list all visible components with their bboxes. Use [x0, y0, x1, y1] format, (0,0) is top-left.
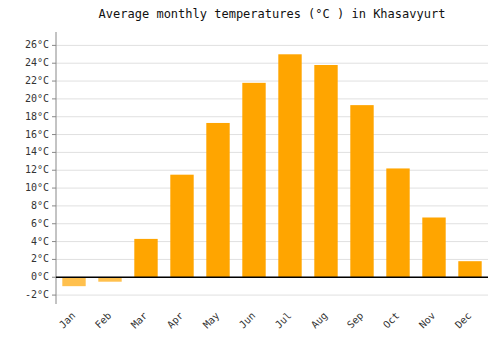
bar: Nov: 6.7 — [422, 217, 445, 277]
y-tick-label: 0°C — [31, 271, 49, 282]
x-tick-label: Jun — [237, 310, 258, 331]
bar: Oct: 12.2 — [386, 168, 409, 277]
bar: May: 17.3 — [206, 123, 229, 277]
grid-line — [56, 63, 488, 64]
y-tick — [52, 277, 56, 278]
y-tick — [52, 259, 56, 260]
title: Average monthly temperatures (°C ) in Kh… — [99, 7, 446, 21]
y-tick — [52, 188, 56, 189]
y-tick — [52, 223, 56, 224]
y-tick-label: 24°C — [25, 57, 49, 68]
x-tick-label: Nov — [417, 310, 438, 331]
x-tick-label: May — [201, 310, 222, 331]
y-tick — [52, 98, 56, 99]
bar: Aug: 23.8 — [314, 65, 337, 277]
y-tick — [52, 134, 56, 135]
y-tick-label: 14°C — [25, 146, 49, 157]
y-tick — [52, 170, 56, 171]
chart-container: -2°C 0°C 2°C 4°C 6°C 8°C 10°C 12°C 14°C 16°C 18°C 2… — [0, 0, 500, 350]
y-tick-label: 22°C — [25, 75, 49, 86]
x-tick-label: Mar — [129, 310, 150, 331]
grid-line — [56, 277, 488, 278]
y-axis: -2°C 0°C 2°C 4°C 6°C 8°C 10°C 12°C 14°C 16°C 18°C 2… — [25, 32, 56, 304]
x-tick-label: Dec — [453, 310, 474, 331]
y-tick — [52, 116, 56, 117]
x-tick-label: Sep — [345, 310, 366, 331]
x-tick-label: Feb — [93, 310, 114, 331]
x-tick-label: Jan — [57, 310, 78, 331]
y-tick-label: 10°C — [25, 182, 49, 193]
bar: Jul: 25 — [278, 54, 301, 277]
grid — [56, 45, 488, 295]
y-tick-label: 18°C — [25, 111, 49, 122]
y-tick — [52, 205, 56, 206]
y-tick-label: 4°C — [31, 236, 49, 247]
bar: Jun: 21.8 — [242, 83, 265, 277]
y-tick-label: 26°C — [25, 39, 49, 50]
y-tick-label: 8°C — [31, 200, 49, 211]
bars: Jan: -1Feb: -0.5Mar: 4.3Apr: 11.5May: 17… — [62, 54, 481, 286]
y-tick — [52, 81, 56, 82]
y-tick-label: 16°C — [25, 129, 49, 140]
y-axis-line — [56, 32, 57, 304]
grid-line — [56, 81, 488, 82]
y-tick-label: 20°C — [25, 93, 49, 104]
grid-line — [56, 152, 488, 153]
bar: Apr: 11.5 — [170, 175, 193, 278]
x-tick-label: Oct — [381, 310, 402, 331]
grid-line — [56, 134, 488, 135]
bar: Sep: 19.3 — [350, 105, 373, 277]
grid-line — [56, 170, 488, 171]
y-tick — [52, 241, 56, 242]
grid-line — [56, 188, 488, 189]
y-tick-label: 12°C — [25, 164, 49, 175]
bar: Jan: -1 — [62, 277, 85, 286]
grid-line — [56, 98, 488, 99]
grid-line — [56, 45, 488, 46]
y-tick — [52, 152, 56, 153]
x-tick-label: Aug — [309, 310, 330, 331]
grid-line — [56, 295, 488, 296]
bar: Dec: 1.8 — [458, 261, 481, 277]
y-tick — [52, 45, 56, 46]
zero-line — [56, 276, 488, 278]
y-tick-label: 6°C — [31, 218, 49, 229]
x-tick-label: Jul — [273, 310, 294, 331]
y-tick-label: -2°C — [25, 289, 49, 300]
y-tick — [52, 295, 56, 296]
y-tick — [52, 63, 56, 64]
y-tick-label: 2°C — [31, 253, 49, 264]
grid-line — [56, 205, 488, 206]
chart: -2°C 0°C 2°C 4°C 6°C 8°C 10°C 12°C 14°C 16°C 18°C 2… — [0, 0, 500, 350]
x-tick-label: Apr — [165, 310, 186, 331]
bar: Mar: 4.3 — [134, 239, 157, 277]
x-axis: Jan Feb Mar Apr May Jun Jul Aug Sep Oct Nov Dec — [57, 310, 474, 331]
grid-line — [56, 116, 488, 117]
